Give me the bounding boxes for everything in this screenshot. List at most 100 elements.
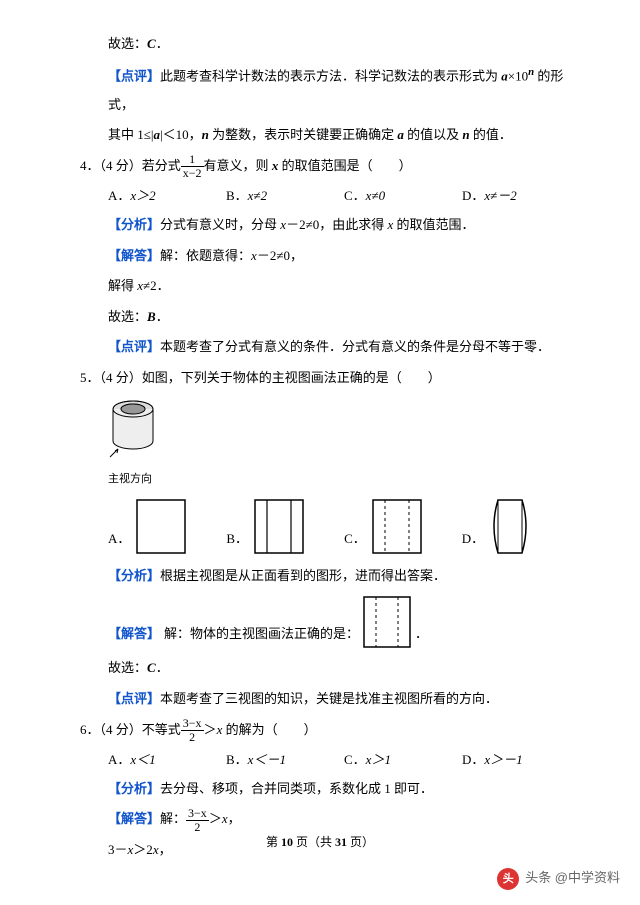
var: n <box>462 127 469 142</box>
page-num: 10 <box>281 835 293 849</box>
val: x＞2 <box>130 188 155 203</box>
text: ， <box>228 811 241 826</box>
choice-d-shape: D． <box>462 499 530 554</box>
text: 的取值范围是（ ） <box>278 158 411 173</box>
label: A． <box>108 525 130 554</box>
text: ． <box>415 620 428 649</box>
text: 的值以及 <box>404 127 463 142</box>
text: 故选： <box>108 660 147 675</box>
label-review: 【点评】 <box>108 691 160 706</box>
label: D． <box>462 525 484 554</box>
text: 故选： <box>108 309 147 324</box>
answer: C <box>147 36 156 51</box>
text: ． <box>156 36 169 51</box>
label: A． <box>108 188 130 203</box>
answer: C <box>147 660 156 675</box>
label: A． <box>108 752 130 767</box>
text: 页） <box>347 835 374 849</box>
fraction: 1x−2 <box>181 153 204 180</box>
choice-b: B．x＜－1 <box>226 746 344 775</box>
val: x＜－1 <box>248 752 286 767</box>
label: D． <box>462 188 484 203</box>
view-label: 主视方向 <box>108 467 580 491</box>
text: 根据主视图是从正面看到的图形，进而得出答案． <box>160 568 446 583</box>
text: ≠2． <box>143 278 170 293</box>
val: x≠0 <box>366 188 385 203</box>
text: ． <box>156 660 169 675</box>
label: C． <box>344 525 366 554</box>
val: x≠2 <box>248 188 267 203</box>
label: C． <box>344 752 366 767</box>
val: x＜1 <box>130 752 155 767</box>
text: ＞ <box>209 811 222 826</box>
text: 解得 <box>108 278 137 293</box>
text: －2≠0，由此求得 <box>286 217 387 232</box>
text: 去分母、移项，合并同类项，系数化成 1 即可． <box>160 781 433 796</box>
label-solve: 【解答】 <box>108 620 160 649</box>
label: D． <box>462 752 484 767</box>
val: x≠－2 <box>484 188 516 203</box>
text: 解：物体的主视图画法正确的是： <box>164 620 359 649</box>
text: 此题考查科学计数法的表示方法．科学记数法的表示形式为 <box>160 68 501 83</box>
choice-c: C．x＞1 <box>344 746 462 775</box>
choice-a-shape: A． <box>108 499 186 554</box>
label-solve: 【解答】 <box>108 811 160 826</box>
choice-c-shape: C． <box>344 499 422 554</box>
answer-shape <box>363 596 411 648</box>
answer: B <box>147 309 156 324</box>
text: |＜10， <box>160 127 202 142</box>
label: C． <box>344 188 366 203</box>
choice-d: D．x＞－1 <box>462 746 580 775</box>
text: ＞ <box>204 722 217 737</box>
label-analysis: 【分析】 <box>108 217 160 232</box>
text: －2≠0， <box>257 248 303 263</box>
num: 3−x <box>186 807 209 821</box>
q5-stem: 5．（4 分）如图，下列关于物体的主视图画法正确的是（ ） <box>80 370 441 385</box>
text: 解：依题意得： <box>160 248 251 263</box>
den: x−2 <box>181 167 204 180</box>
val: x＞1 <box>366 752 391 767</box>
choice-a: A．x＞2 <box>108 182 226 211</box>
text: 的值． <box>470 127 512 142</box>
q4-stem: 4．（4 分）若分式 <box>80 158 181 173</box>
label-analysis: 【分析】 <box>108 781 160 796</box>
cylinder-figure: 主视方向 <box>80 399 580 491</box>
label-review: 【点评】 <box>108 68 160 83</box>
choice-c: C．x≠0 <box>344 182 462 211</box>
text: 页（共 <box>293 835 335 849</box>
text: 本题考查了分式有意义的条件．分式有意义的条件是分母不等于零． <box>160 339 550 354</box>
watermark-icon: 头 <box>497 868 519 890</box>
text: 分式有意义时，分母 <box>160 217 280 232</box>
var: n <box>202 127 209 142</box>
den: 2 <box>181 731 204 744</box>
text: 解： <box>160 811 186 826</box>
val: x＞－1 <box>484 752 522 767</box>
watermark-text: 头条 @中学资料 <box>525 864 620 893</box>
text: 的解为（ ） <box>222 722 316 737</box>
label-review: 【点评】 <box>108 339 160 354</box>
page-footer: 第 10 页（共 31 页） <box>0 829 640 855</box>
choice-a: A．x＜1 <box>108 746 226 775</box>
choice-b-shape: B． <box>226 499 304 554</box>
choice-shapes: A． B． C． D． <box>80 499 580 554</box>
total-pages: 31 <box>335 835 347 849</box>
text: 有意义，则 <box>204 158 272 173</box>
text: 第 <box>266 835 281 849</box>
text: 为整数，表示时关键要正确确定 <box>209 127 398 142</box>
choice-b: B．x≠2 <box>226 182 344 211</box>
text: 本题考查了三视图的知识，关键是找准主视图所看的方向． <box>160 691 498 706</box>
label: B． <box>226 188 248 203</box>
watermark: 头 头条 @中学资料 <box>497 864 620 893</box>
choice-d: D．x≠－2 <box>462 182 580 211</box>
label-analysis: 【分析】 <box>108 568 160 583</box>
label: B． <box>226 752 248 767</box>
q6-stem: 6．（4 分）不等式 <box>80 722 181 737</box>
num: 3−x <box>181 717 204 731</box>
text: ． <box>156 309 169 324</box>
fraction: 3−x2 <box>181 717 204 744</box>
label: B． <box>226 525 248 554</box>
text: 故选： <box>108 36 147 51</box>
text: 其中 1≤| <box>108 127 154 142</box>
text: 的取值范围． <box>393 217 474 232</box>
num: 1 <box>181 153 204 167</box>
